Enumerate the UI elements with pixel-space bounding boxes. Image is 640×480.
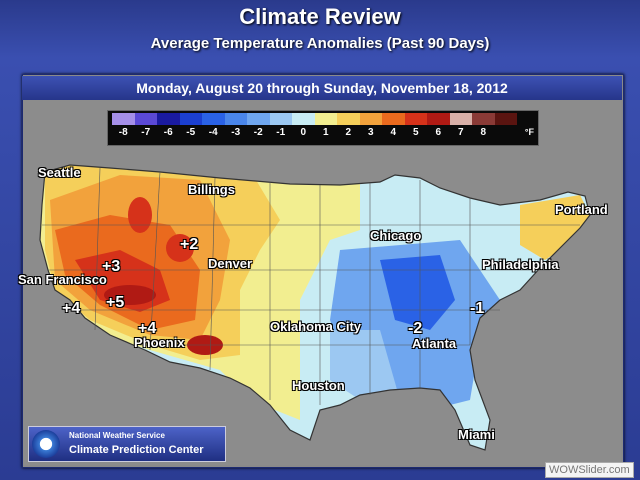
legend-swatch	[337, 113, 360, 125]
city-label-portland: Portland	[555, 202, 608, 217]
legend-swatch	[224, 113, 247, 125]
anomaly-core-idaho	[128, 197, 152, 233]
legend-swatch	[202, 113, 225, 125]
city-label-oklahoma-city: Oklahoma City	[270, 319, 362, 334]
legend-swatch	[404, 113, 427, 125]
date-range: Monday, August 20 through Sunday, Novemb…	[22, 76, 622, 100]
anomaly-zone-minus3	[380, 255, 455, 330]
city-label-houston: Houston	[292, 378, 345, 393]
legend-label: -3	[231, 127, 241, 138]
legend-label: 3	[367, 127, 374, 138]
anomaly-zone-northeast	[520, 195, 590, 260]
city-label-miami: Miami	[458, 427, 495, 442]
legend-swatches	[112, 113, 517, 125]
legend-label: -6	[163, 127, 173, 138]
anomaly-zone-minus1-south	[330, 330, 400, 400]
page-subtitle: Average Temperature Anomalies (Past 90 D…	[150, 35, 490, 52]
legend-swatch	[359, 113, 382, 125]
legend-swatch	[292, 113, 315, 125]
legend-label: -1	[276, 127, 286, 138]
legend-label: 0	[300, 127, 307, 138]
legend-label: 4	[390, 127, 397, 138]
city-label-seattle: Seattle	[38, 165, 81, 180]
anomaly-core-wyoming	[166, 234, 194, 262]
city-label-san-francisco: San Francisco	[18, 272, 107, 287]
legend-label: 6	[435, 127, 442, 138]
legend-swatch	[247, 113, 270, 125]
us-outline	[39, 164, 591, 451]
legend-swatch	[112, 113, 135, 125]
legend-swatch	[157, 113, 180, 125]
legend-swatch	[179, 113, 202, 125]
watermark: WOWSlider.com	[545, 462, 634, 478]
legend-label: -4	[208, 127, 218, 138]
legend-labels: -8 -7 -6 -5 -4 -3 -2 -1 0 1 2 3 4 5 6 7 8	[112, 127, 495, 138]
anomaly-label-plus4-southwest: +4	[138, 320, 157, 337]
page-title: Climate Review	[239, 4, 401, 29]
credit-agency: National Weather Service	[69, 431, 165, 440]
legend-label: 5	[412, 127, 419, 138]
anomaly-label-plus5: +5	[106, 294, 125, 311]
legend-label: 1	[322, 127, 329, 138]
legend-unit: °F	[524, 127, 534, 137]
anomaly-label-plus4-west: +4	[62, 300, 81, 317]
noaa-logo-icon	[32, 430, 60, 458]
city-label-billings: Billings	[188, 182, 235, 197]
legend-label: 8	[480, 127, 487, 138]
legend-label: -2	[253, 127, 263, 138]
city-label-atlanta: Atlanta	[412, 336, 457, 351]
anomaly-label-plus3: +3	[102, 258, 121, 275]
anomaly-label-plus2: +2	[180, 236, 199, 253]
legend-swatch	[134, 113, 157, 125]
city-label-denver: Denver	[208, 256, 253, 271]
legend-label: 2	[345, 127, 352, 138]
legend-swatch	[494, 113, 517, 125]
city-label-chicago: Chicago	[370, 228, 422, 243]
legend-label: -7	[141, 127, 151, 138]
legend-label: -8	[118, 127, 128, 138]
color-legend: -8 -7 -6 -5 -4 -3 -2 -1 0 1 2 3 4 5 6 7 8 °F	[107, 110, 539, 146]
city-label-philadelphia: Philadelphia	[482, 257, 559, 272]
legend-swatch	[382, 113, 405, 125]
legend-swatch	[449, 113, 472, 125]
state-borders	[42, 167, 580, 405]
anomaly-label-minus2: -2	[408, 320, 423, 337]
legend-swatch	[472, 113, 495, 125]
city-label-phoenix: Phoenix	[134, 335, 185, 350]
legend-swatch	[427, 113, 450, 125]
legend-label: -5	[186, 127, 196, 138]
legend-swatch	[314, 113, 337, 125]
anomaly-label-minus1: -1	[470, 300, 485, 317]
legend-label: 7	[457, 127, 464, 138]
legend-swatch	[269, 113, 292, 125]
anomaly-core-nevada	[104, 285, 156, 305]
credit-center: Climate Prediction Center	[69, 444, 204, 456]
nws-cpc-credit: National Weather Service Climate Predict…	[28, 426, 226, 462]
